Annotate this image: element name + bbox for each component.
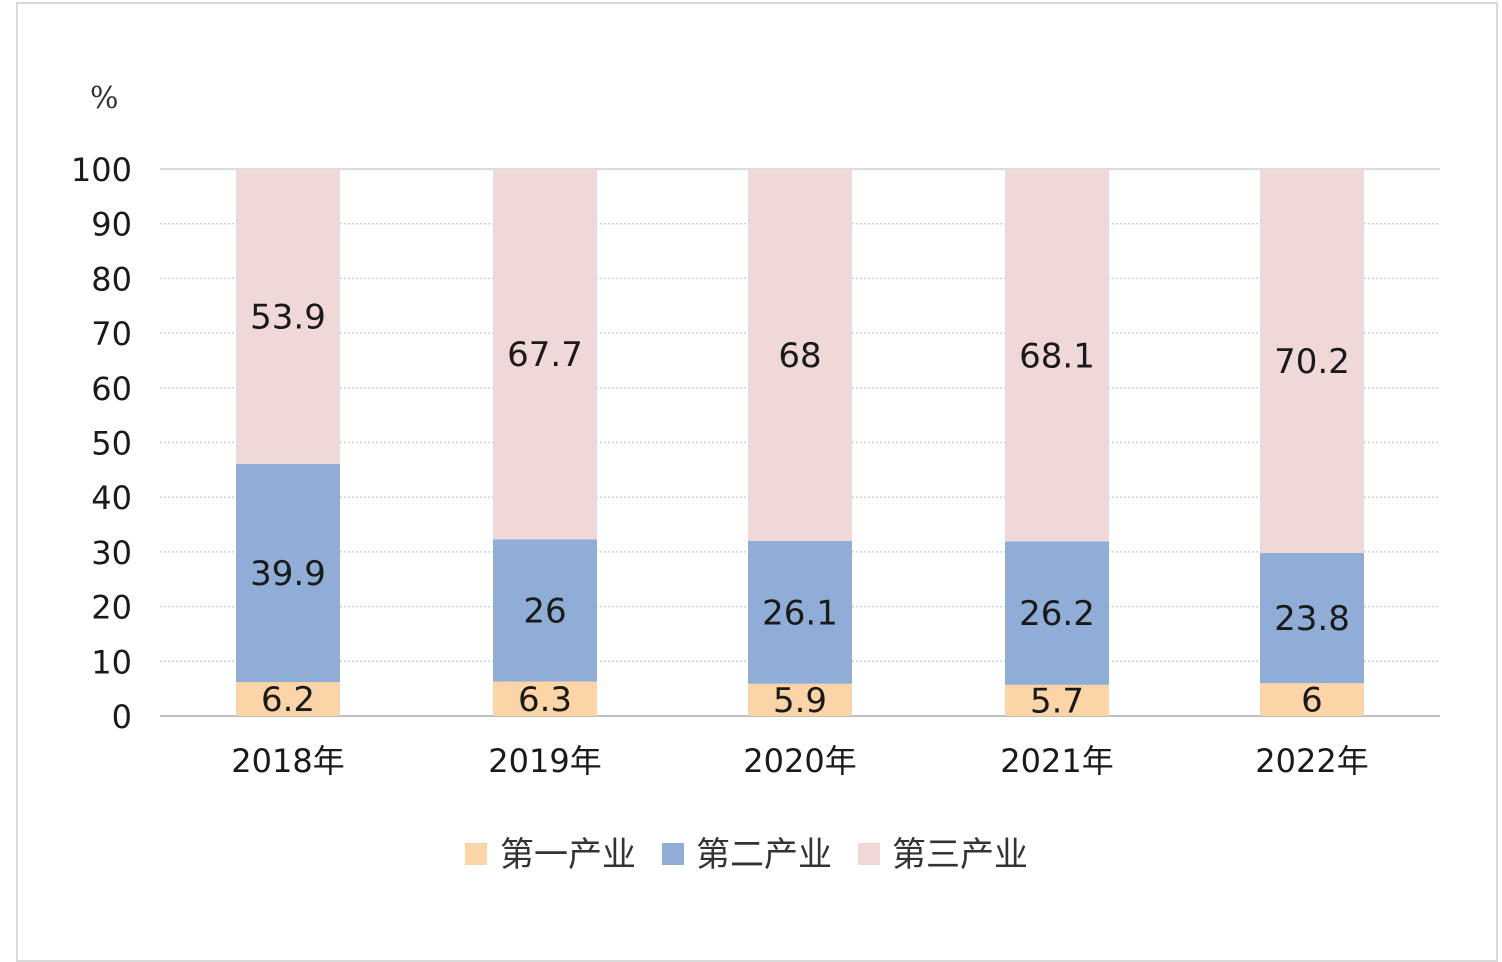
bar-2-3 [1005,169,1109,542]
data-label-0-1: 6.3 [518,680,572,720]
data-label-1-4: 23.8 [1274,599,1350,639]
y-tick-label-80: 80 [91,260,132,298]
y-tick-label-30: 30 [91,534,132,572]
y-tick-label-20: 20 [91,589,132,627]
x-tick-label-1: 2019年 [488,742,601,780]
data-label-1-0: 39.9 [250,554,326,594]
bar-0-2 [748,683,852,716]
bar-0-4 [1260,683,1364,716]
x-tick-label-0: 2018年 [231,742,344,780]
data-label-0-0: 6.2 [261,680,315,720]
x-tick-label-2: 2020年 [743,742,856,780]
y-unit-label: % [90,81,119,116]
x-tick-label-4: 2022年 [1255,742,1368,780]
data-label-2-0: 53.9 [250,297,326,337]
bar-1-3 [1005,541,1109,685]
bar-2-1 [493,169,597,540]
bar-0-0 [236,682,340,716]
bar-1-0 [236,463,340,683]
data-label-1-2: 26.1 [762,593,838,633]
y-tick-label-50: 50 [91,425,132,463]
bar-1-4 [1260,552,1364,684]
y-tick-label-0: 0 [112,698,132,736]
y-tick-label-60: 60 [91,370,132,408]
bar-2-4 [1260,169,1364,553]
data-label-0-3: 5.7 [1030,681,1084,721]
legend-label-1: 第二产业 [696,835,832,875]
bar-2-2 [748,169,852,541]
data-label-2-4: 70.2 [1274,342,1350,382]
data-label-2-2: 68 [778,336,821,376]
bar-1-1 [493,539,597,682]
data-label-2-1: 67.7 [507,335,583,375]
bar-2-0 [236,169,340,464]
data-label-1-1: 26 [523,591,566,631]
y-tick-label-40: 40 [91,479,132,517]
legend-label-0: 第一产业 [500,835,636,875]
y-tick-label-100: 100 [71,151,132,189]
data-label-2-3: 68.1 [1019,336,1095,376]
y-tick-label-70: 70 [91,315,132,353]
y-tick-label-90: 90 [91,206,132,244]
x-tick-label-3: 2021年 [1000,742,1113,780]
data-label-0-2: 5.9 [773,681,827,721]
legend-swatch-1 [662,843,684,865]
legend-label-2: 第三产业 [892,835,1028,875]
data-label-1-3: 26.2 [1019,594,1095,634]
legend-swatch-2 [858,843,880,865]
bar-0-3 [1005,684,1109,716]
bar-0-1 [493,681,597,716]
data-label-0-4: 6 [1301,681,1323,721]
y-tick-label-10: 10 [91,643,132,681]
legend-swatch-0 [465,843,487,865]
bar-1-2 [748,540,852,684]
